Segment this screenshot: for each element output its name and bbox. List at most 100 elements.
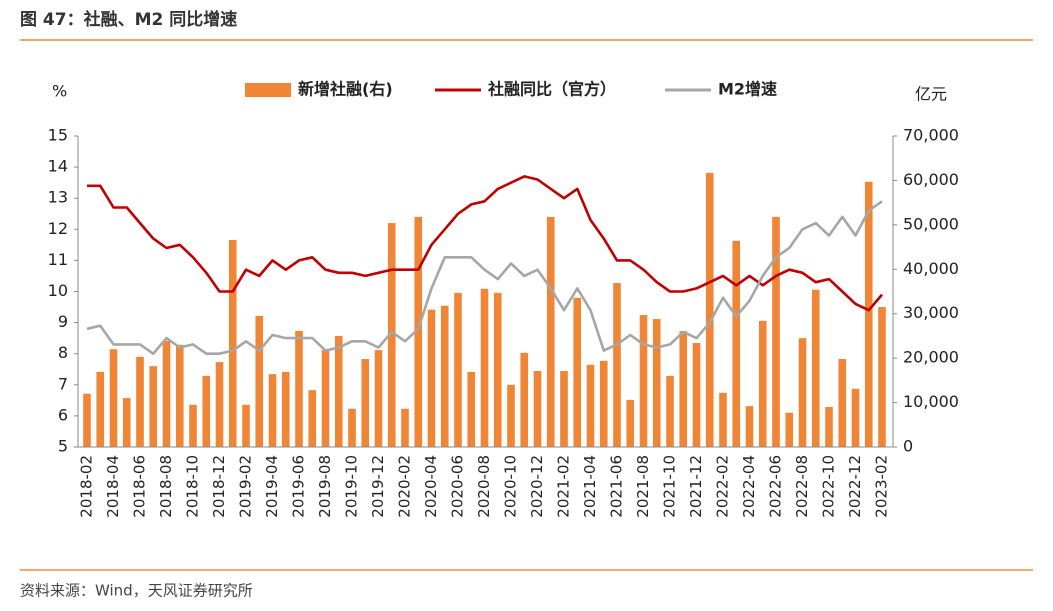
bar [878,307,886,447]
bar [652,319,661,447]
x-tick-label: 2018-02 [78,455,96,518]
bar [162,340,171,447]
x-tick-label: 2018-10 [184,455,202,518]
bar [122,398,131,447]
bar [109,349,118,447]
bar [467,371,476,447]
bar [679,331,688,447]
legend-swatch [245,83,291,97]
y2-tick-label: 60,000 [903,170,959,189]
y-tick-label: 5 [58,437,68,456]
bar [308,390,317,447]
bar [387,223,396,447]
x-tick-label: 2020-02 [396,455,414,518]
bar [838,359,847,447]
legend-label: 社融同比（官方） [487,80,616,99]
bar [825,407,833,447]
bar [599,360,608,447]
bar [573,297,582,447]
bar [83,393,91,447]
x-tick-label: 2022-04 [740,455,758,518]
bar [639,315,648,447]
x-tick-label: 2021-12 [687,455,705,518]
x-tick-label: 2020-08 [475,455,493,518]
x-tick-label: 2021-06 [608,455,626,518]
x-tick-label: 2021-04 [581,455,599,518]
bar [321,350,330,447]
x-tick-label: 2021-10 [661,455,679,518]
bar [864,181,873,448]
bar [719,392,727,447]
x-tick-label: 2020-04 [422,455,440,518]
bar [215,362,224,447]
bar [414,216,423,447]
chart-title: 图 47：社融、M2 同比增速 [20,9,237,30]
y2-tick-label: 10,000 [903,392,959,411]
x-tick-label: 2020-10 [502,455,520,518]
bar [560,371,568,447]
bar [480,288,489,447]
legend-label: 新增社融(右) [298,80,393,99]
bar [785,412,794,447]
legend-label: M2增速 [718,80,777,99]
x-tick-label: 2021-02 [555,455,573,518]
bar [427,309,436,447]
bar [202,375,211,447]
bar [493,292,502,447]
y-tick-label: 10 [48,281,68,300]
y2-tick-label: 70,000 [903,126,959,145]
y-tick-label: 11 [48,250,68,269]
bar [586,364,595,447]
y-axis-label: % [52,82,67,101]
y-tick-label: 15 [48,126,68,145]
bar [705,172,714,447]
y2-tick-label: 20,000 [903,348,959,367]
x-tick-label: 2021-08 [634,455,652,518]
x-tick-label: 2018-04 [104,455,122,518]
bar [189,404,197,447]
bar [758,320,767,447]
x-tick-label: 2019-02 [237,455,255,518]
bar [811,289,820,447]
bar [361,359,370,447]
y2-tick-label: 50,000 [903,214,959,233]
bar [533,371,542,447]
bar [374,350,383,447]
bar [149,366,158,447]
x-tick-label: 2018-06 [131,455,149,518]
bar [281,371,290,447]
source: 资料来源：Wind，天风证券研究所 [20,582,253,600]
bar [255,315,264,447]
bar [546,216,555,447]
y-tick-label: 6 [58,405,68,424]
x-tick-label: 2022-12 [846,455,864,518]
x-tick-label: 2022-08 [793,455,811,518]
bar [242,404,250,447]
y-tick-label: 8 [58,343,68,362]
y-tick-label: 14 [48,157,68,176]
x-tick-label: 2022-06 [767,455,785,518]
bar [295,331,303,447]
x-tick-label: 2020-06 [449,455,467,518]
bar [268,374,277,447]
bar [692,343,701,447]
bar [851,388,860,447]
bar [732,240,741,447]
bar [136,356,144,447]
x-tick-label: 2019-12 [369,455,387,518]
bar [745,406,754,447]
bar [626,399,635,447]
x-tick-label: 2020-12 [528,455,546,518]
line [86,200,883,355]
x-tick-label: 2022-02 [714,455,732,518]
bar [798,338,807,447]
y-tick-label: 9 [58,312,68,331]
bar [666,375,674,447]
bar [348,408,356,447]
x-tick-label: 2019-04 [263,455,281,518]
x-tick-label: 2023-02 [873,455,891,518]
x-tick-label: 2018-08 [157,455,175,518]
line [87,175,883,312]
bar [772,216,780,447]
y2-tick-label: 40,000 [903,259,959,278]
